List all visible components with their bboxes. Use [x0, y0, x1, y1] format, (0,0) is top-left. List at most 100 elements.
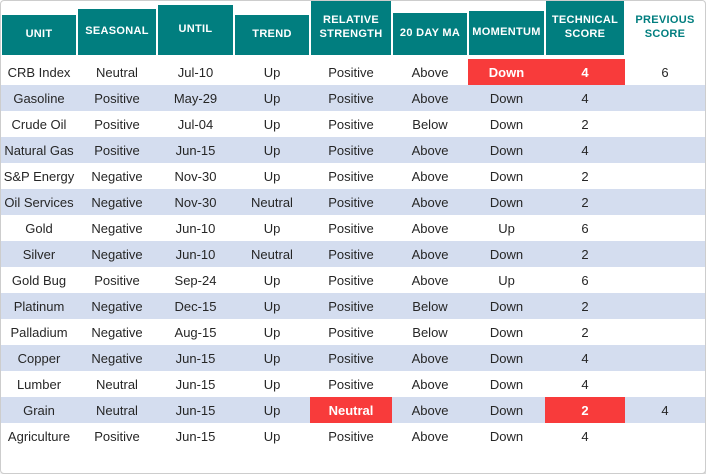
cell-previous-score: [625, 215, 705, 241]
column-header-label: UNIT: [2, 15, 76, 55]
table-row-crude-oil: Crude Oil Positive Jul-04 Up Positive Below Do…: [1, 111, 705, 137]
cell-momentum: Down: [468, 85, 545, 111]
cell-technical-score: 6: [545, 215, 625, 241]
cell-ma20: Above: [392, 85, 468, 111]
cell-seasonal: Negative: [77, 345, 157, 371]
cell-technical-score: 2: [545, 163, 625, 189]
cell-unit: Lumber: [1, 371, 77, 397]
cell-until: Jun-15: [157, 397, 234, 423]
cell-momentum: Down: [468, 345, 545, 371]
cell-technical-score: 6: [545, 267, 625, 293]
cell-previous-score: [625, 267, 705, 293]
cell-momentum: Up: [468, 267, 545, 293]
cell-seasonal: Negative: [77, 189, 157, 215]
cell-ma20: Above: [392, 163, 468, 189]
cell-relative-strength: Positive: [310, 215, 392, 241]
cell-until: Jun-15: [157, 371, 234, 397]
column-header-label: RELATIVE STRENGTH: [311, 1, 391, 55]
table-body: CRB Index Neutral Jul-10 Up Positive Above Dow…: [1, 59, 705, 449]
column-header-relative-strength: RELATIVE STRENGTH: [310, 1, 392, 55]
cell-until: Jul-04: [157, 111, 234, 137]
cell-seasonal: Negative: [77, 319, 157, 345]
cell-unit: Silver: [1, 241, 77, 267]
column-header-momentum: MOMENTUM: [468, 11, 545, 55]
cell-technical-score: 4: [545, 345, 625, 371]
cell-relative-strength: Positive: [310, 189, 392, 215]
cell-until: Jun-15: [157, 423, 234, 449]
column-header-seasonal: SEASONAL: [77, 9, 157, 55]
cell-technical-score: 2: [545, 241, 625, 267]
cell-seasonal: Negative: [77, 241, 157, 267]
cell-seasonal: Negative: [77, 163, 157, 189]
cell-technical-score: 4: [545, 59, 625, 85]
cell-until: Jun-10: [157, 215, 234, 241]
table-row-lumber: Lumber Neutral Jun-15 Up Positive Above Down 4: [1, 371, 705, 397]
cell-previous-score: [625, 371, 705, 397]
cell-unit: S&P Energy: [1, 163, 77, 189]
cell-previous-score: [625, 319, 705, 345]
cell-ma20: Above: [392, 215, 468, 241]
cell-relative-strength: Positive: [310, 371, 392, 397]
cell-until: Sep-24: [157, 267, 234, 293]
cell-seasonal: Negative: [77, 215, 157, 241]
cell-unit: Agriculture: [1, 423, 77, 449]
cell-seasonal: Positive: [77, 423, 157, 449]
cell-unit: Gold: [1, 215, 77, 241]
cell-until: Jun-10: [157, 241, 234, 267]
cell-unit: Natural Gas: [1, 137, 77, 163]
cell-trend: Up: [234, 215, 310, 241]
cell-trend: Up: [234, 293, 310, 319]
cell-technical-score: 2: [545, 111, 625, 137]
cell-ma20: Above: [392, 137, 468, 163]
cell-ma20: Below: [392, 293, 468, 319]
cell-until: Jun-15: [157, 345, 234, 371]
cell-previous-score: [625, 241, 705, 267]
column-header-trend: TREND: [234, 15, 310, 55]
cell-relative-strength: Positive: [310, 163, 392, 189]
cell-until: Jun-15: [157, 137, 234, 163]
cell-trend: Up: [234, 111, 310, 137]
cell-trend: Up: [234, 59, 310, 85]
cell-previous-score: [625, 137, 705, 163]
table-header-row: UNIT SEASONAL UNTIL TREND RELATIVE STRENGTH 2…: [1, 1, 705, 55]
cell-technical-score: 4: [545, 85, 625, 111]
table-row-palladium: Palladium Negative Aug-15 Up Positive Below Do…: [1, 319, 705, 345]
cell-relative-strength: Positive: [310, 111, 392, 137]
cell-momentum: Down: [468, 241, 545, 267]
table-row-gold-bug: Gold Bug Positive Sep-24 Up Positive Above Up 6: [1, 267, 705, 293]
column-header-label: PREVIOUS SCORE: [626, 1, 704, 55]
table-row-gasoline: Gasoline Positive May-29 Up Positive Above Dow…: [1, 85, 705, 111]
cell-ma20: Above: [392, 397, 468, 423]
cell-ma20: Above: [392, 189, 468, 215]
cell-relative-strength: Positive: [310, 85, 392, 111]
cell-technical-score: 2: [545, 189, 625, 215]
cell-relative-strength: Neutral: [310, 397, 392, 423]
table-row-platinum: Platinum Negative Dec-15 Up Positive Below Dow…: [1, 293, 705, 319]
cell-relative-strength: Positive: [310, 423, 392, 449]
cell-relative-strength: Positive: [310, 241, 392, 267]
cell-previous-score: 6: [625, 59, 705, 85]
cell-trend: Up: [234, 137, 310, 163]
cell-momentum: Down: [468, 319, 545, 345]
cell-relative-strength: Positive: [310, 59, 392, 85]
cell-until: May-29: [157, 85, 234, 111]
cell-relative-strength: Positive: [310, 293, 392, 319]
cell-technical-score: 2: [545, 293, 625, 319]
cell-trend: Up: [234, 345, 310, 371]
cell-momentum: Down: [468, 397, 545, 423]
table-row-oil-services: Oil Services Negative Nov-30 Neutral Positiv…: [1, 189, 705, 215]
table-row-gold: Gold Negative Jun-10 Up Positive Above Up 6: [1, 215, 705, 241]
cell-seasonal: Neutral: [77, 371, 157, 397]
cell-relative-strength: Positive: [310, 319, 392, 345]
column-header-technical-score: TECHNICAL SCORE: [545, 1, 625, 55]
cell-trend: Up: [234, 163, 310, 189]
column-header-label: MOMENTUM: [469, 11, 544, 55]
column-header-until: UNTIL: [157, 5, 234, 55]
cell-previous-score: [625, 189, 705, 215]
cell-momentum: Down: [468, 371, 545, 397]
cell-momentum: Up: [468, 215, 545, 241]
cell-technical-score: 2: [545, 397, 625, 423]
cell-until: Jul-10: [157, 59, 234, 85]
cell-technical-score: 4: [545, 371, 625, 397]
